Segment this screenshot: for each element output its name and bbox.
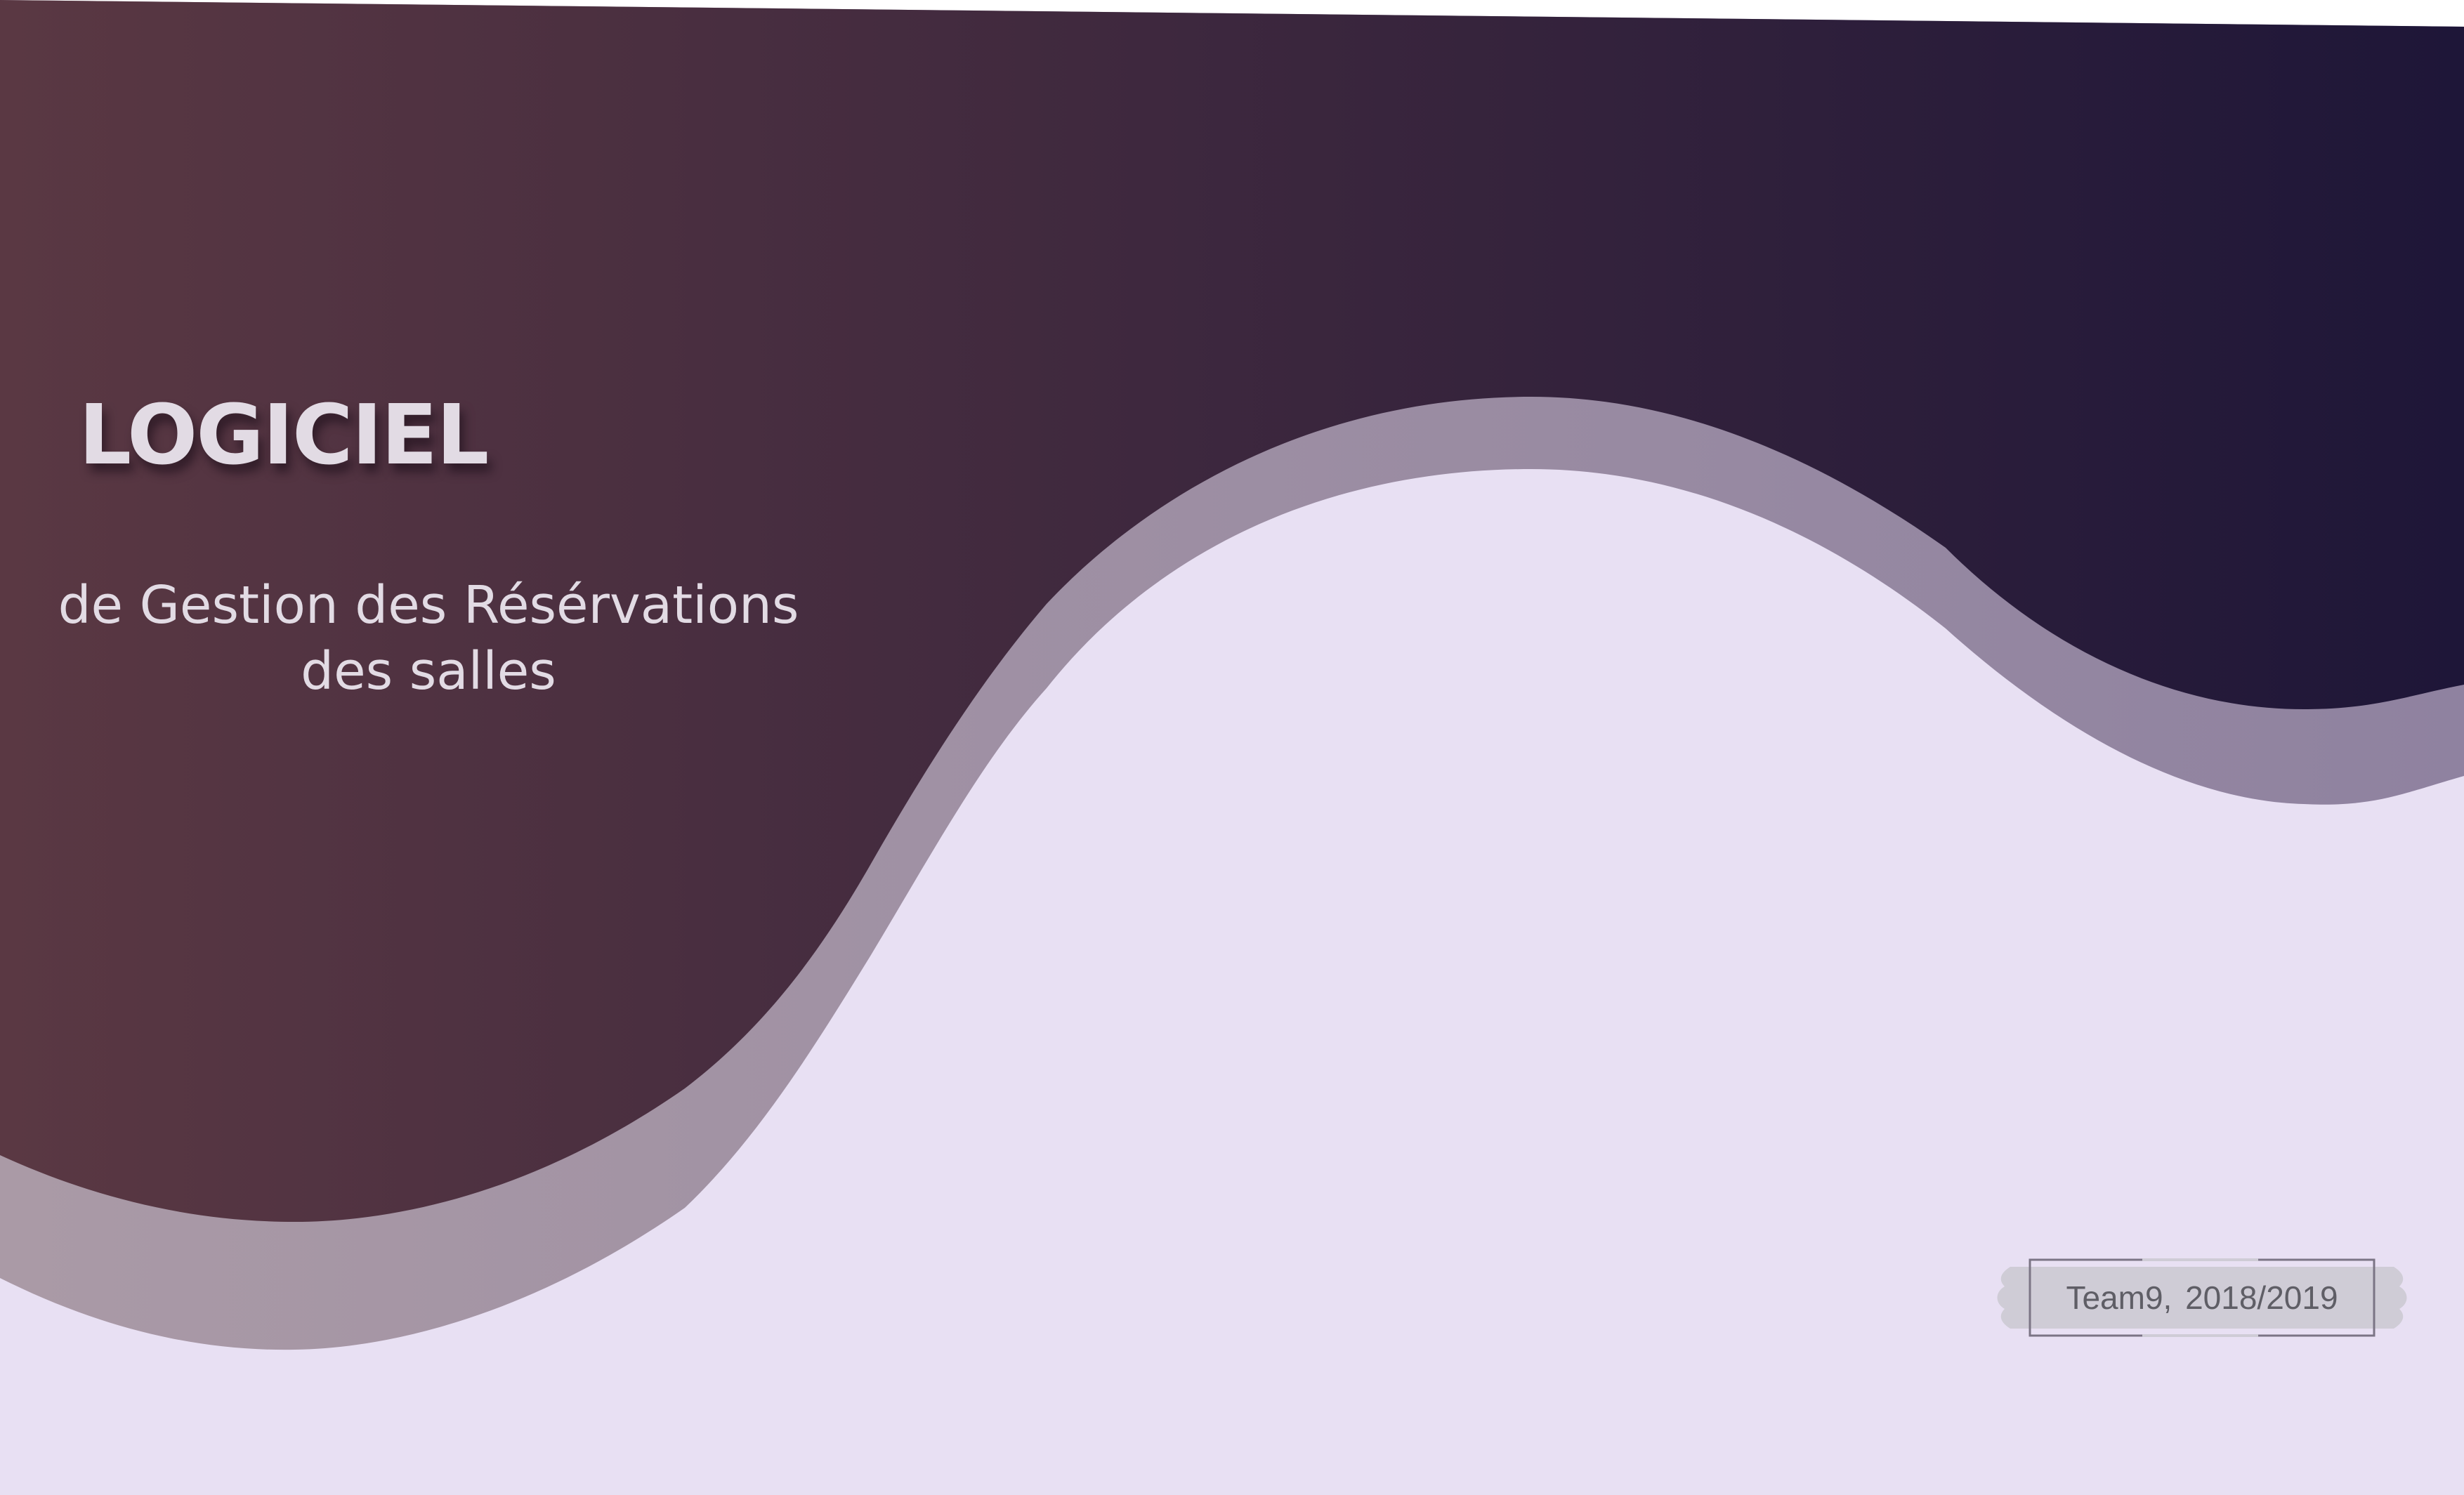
header-wave <box>0 0 2464 1222</box>
slide-title: LOGICIEL <box>79 386 489 483</box>
team-date-badge: Team9, 2018/2019 <box>1995 1257 2409 1338</box>
slide-subtitle: de Gestion des Résérvations des salles <box>58 575 799 702</box>
badge-frame <box>1997 1258 2407 1337</box>
badge-label: Team9, 2018/2019 <box>2066 1279 2338 1316</box>
